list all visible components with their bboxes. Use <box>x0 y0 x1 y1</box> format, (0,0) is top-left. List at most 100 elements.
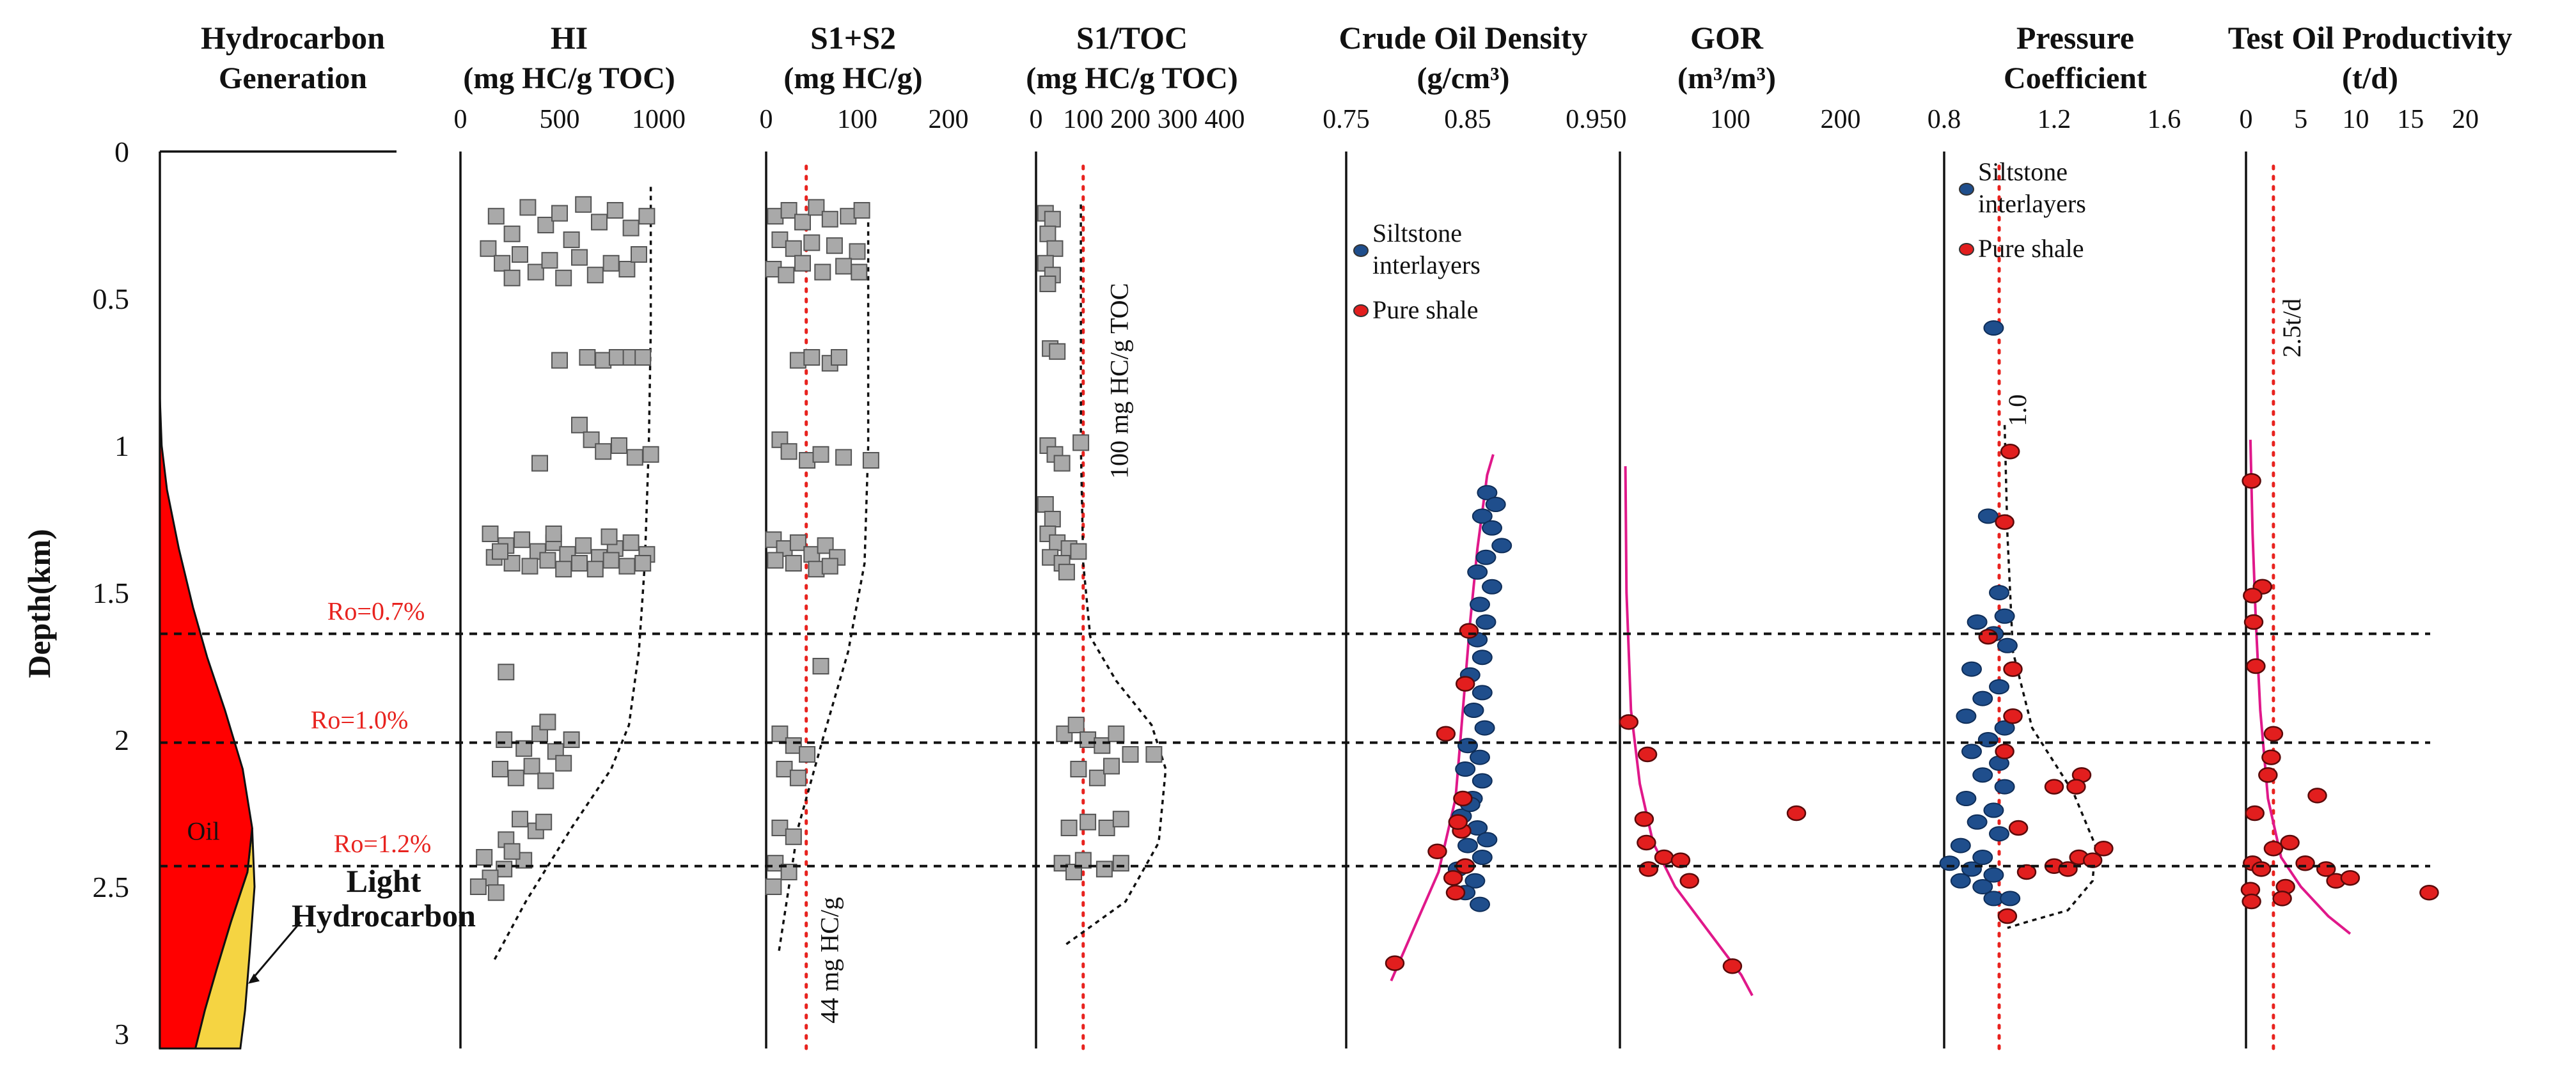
x-tick-label: 200 <box>1110 105 1151 134</box>
legend-label: Siltstone <box>1372 219 1462 247</box>
trend-curve <box>1064 204 1167 947</box>
panel-title: Pressure <box>2016 20 2134 56</box>
maturity-label: Ro=1.0% <box>311 706 409 735</box>
data-point-square <box>849 243 866 260</box>
data-point-square <box>512 246 528 263</box>
data-point-square <box>853 202 870 219</box>
data-point-square <box>631 246 647 263</box>
data-point-square <box>785 828 802 845</box>
data-point-square <box>602 552 620 569</box>
data-point-square <box>555 269 572 286</box>
data-point-square <box>521 557 538 575</box>
data-point-shale <box>2272 891 2292 907</box>
data-point-shale <box>2261 749 2281 765</box>
panel-title-units: Generation <box>219 61 367 95</box>
data-point-siltstone <box>1972 690 1993 706</box>
data-point-square <box>541 252 558 269</box>
data-point-square <box>555 754 572 772</box>
data-point-square <box>1080 731 1097 748</box>
data-point-shale <box>1679 873 1699 889</box>
oil-window-area <box>159 398 253 1050</box>
panel-title: S1+S2 <box>810 20 896 56</box>
data-point-square <box>776 761 793 777</box>
data-point-square <box>812 446 829 463</box>
x-tick-label: 200 <box>929 105 969 134</box>
data-point-square <box>851 263 868 281</box>
data-point-square <box>765 878 782 895</box>
data-point-shale <box>1637 746 1658 763</box>
panel-pressure: Pressure Coefficient 0.8 1.2 1.6 1.0 Siltstone… <box>1928 20 2181 1050</box>
maturity-depth-lines: Ro=0.7% Ro=1.0% Ro=1.2% <box>160 596 2430 868</box>
data-point-square <box>794 254 811 272</box>
data-point-square <box>1044 511 1061 527</box>
data-point-square <box>492 543 508 560</box>
x-tick-label: 0 <box>454 105 467 134</box>
data-point-square <box>618 261 636 277</box>
legend-label: Pure shale <box>1372 295 1479 324</box>
data-point-shale <box>2000 443 2020 460</box>
data-point-square <box>487 884 505 901</box>
data-point-square <box>1070 543 1087 560</box>
data-point-shale <box>1385 955 1405 971</box>
depth-tick-label: 2.5 <box>93 871 130 903</box>
data-point-shale <box>2263 726 2284 742</box>
reference-label: 1.0 <box>2003 394 2032 426</box>
x-tick-label: 0 <box>2240 105 2253 134</box>
maturity-label: Ro=1.2% <box>334 829 432 858</box>
data-point-square <box>602 254 620 272</box>
data-point-square <box>555 561 572 578</box>
reference-label: 2.5t/d <box>2277 299 2306 357</box>
arrow-head-icon <box>248 973 260 984</box>
fit-curve <box>1624 466 1754 997</box>
x-tick-label: 10 <box>2343 105 2369 134</box>
data-point-square <box>821 210 838 228</box>
data-point-square <box>586 561 604 578</box>
panel-s1s2: S1+S2 (mg HC/g) 0 100 200 44 mg HC/g <box>760 20 969 1050</box>
panel-density: Crude Oil Density (g/cm³) 0.75 0.85 0.95 Silt… <box>1323 20 1613 1048</box>
data-point-square <box>642 446 659 463</box>
data-point-square <box>808 561 825 578</box>
panel-title-units: (mg HC/g) <box>783 61 922 95</box>
depth-tick-label: 2 <box>114 724 129 756</box>
legend-marker-icon <box>1353 244 1369 257</box>
data-point-square <box>507 769 524 786</box>
data-point-shale <box>2263 840 2284 857</box>
data-point-square <box>563 731 580 748</box>
data-point-shale <box>1634 811 1654 827</box>
data-point-square <box>482 526 499 542</box>
data-point-square <box>492 761 508 777</box>
data-point-square <box>514 531 531 549</box>
data-point-square <box>799 746 816 763</box>
data-point-siltstone <box>1972 767 1993 783</box>
x-tick-label: 0 <box>760 105 773 134</box>
data-point-siltstone <box>1977 732 1999 747</box>
depth-tick-label: 0 <box>114 136 129 168</box>
data-point-siltstone <box>1950 838 1971 853</box>
panel-title-units: (mg HC/g TOC) <box>1026 61 1238 95</box>
data-point-siltstone <box>1989 585 2009 600</box>
data-point-shale <box>1427 843 1447 860</box>
data-point-square <box>618 557 636 575</box>
data-point-square <box>503 269 521 286</box>
data-point-siltstone <box>1491 538 1512 554</box>
data-point-square <box>771 820 789 836</box>
data-point-square <box>626 449 643 466</box>
data-point-siltstone <box>1457 738 1478 754</box>
data-point-siltstone <box>1475 549 1496 565</box>
panel-title-units: Coefficient <box>2004 61 2147 95</box>
data-point-shale <box>2003 661 2023 677</box>
data-point-shale <box>1459 623 1479 639</box>
data-point-square <box>1067 717 1085 733</box>
data-point-square <box>780 202 797 219</box>
x-tick-label: 1000 <box>632 105 686 134</box>
y-axis-label-group: Depth(km) <box>21 529 57 678</box>
data-point-siltstone <box>1983 320 2004 336</box>
data-point-shale <box>2295 855 2315 871</box>
data-point-siltstone <box>1472 850 1493 865</box>
data-point-square <box>1070 761 1087 777</box>
data-point-square <box>831 349 847 366</box>
data-point-square <box>535 813 553 830</box>
data-point-siltstone <box>1956 791 1977 806</box>
data-point-siltstone <box>1457 838 1478 853</box>
